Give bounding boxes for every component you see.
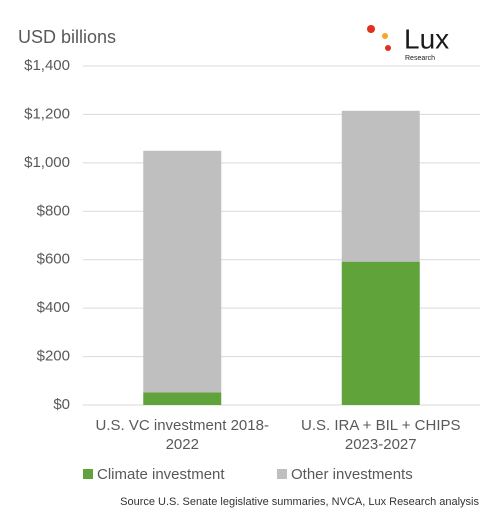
bar-segment [143,150,222,393]
logo-dot [367,25,375,33]
logo-dot [382,33,388,39]
logo-dot [385,45,391,51]
y-tick-label: $1,000 [24,154,70,171]
y-tick-label: $400 [37,299,70,316]
legend-label: Climate investment [97,466,225,483]
bar-segment [341,110,420,262]
y-axis-label: USD billions [18,27,116,47]
legend-label: Other investments [291,466,413,483]
bar-segment [341,261,420,405]
y-tick-label: $1,400 [24,57,70,74]
y-tick-label: $200 [37,348,70,365]
legend-swatch [277,469,287,479]
x-tick-label: U.S. IRA + BIL + CHIPS 2023-2027 [300,417,461,453]
source: Source U.S. Senate legislative summaries… [120,496,479,508]
y-tick-label: $800 [37,202,70,219]
bar-segment [143,392,222,405]
y-tick-label: $600 [37,251,70,268]
y-tick-label: $1,200 [24,105,70,122]
legend-swatch [83,469,93,479]
logo-text: Lux [404,23,449,54]
x-tick-label: U.S. VC investment 2018-2022 [95,417,269,453]
logo-subtext: Research [405,55,435,62]
y-tick-label: $0 [53,396,70,413]
